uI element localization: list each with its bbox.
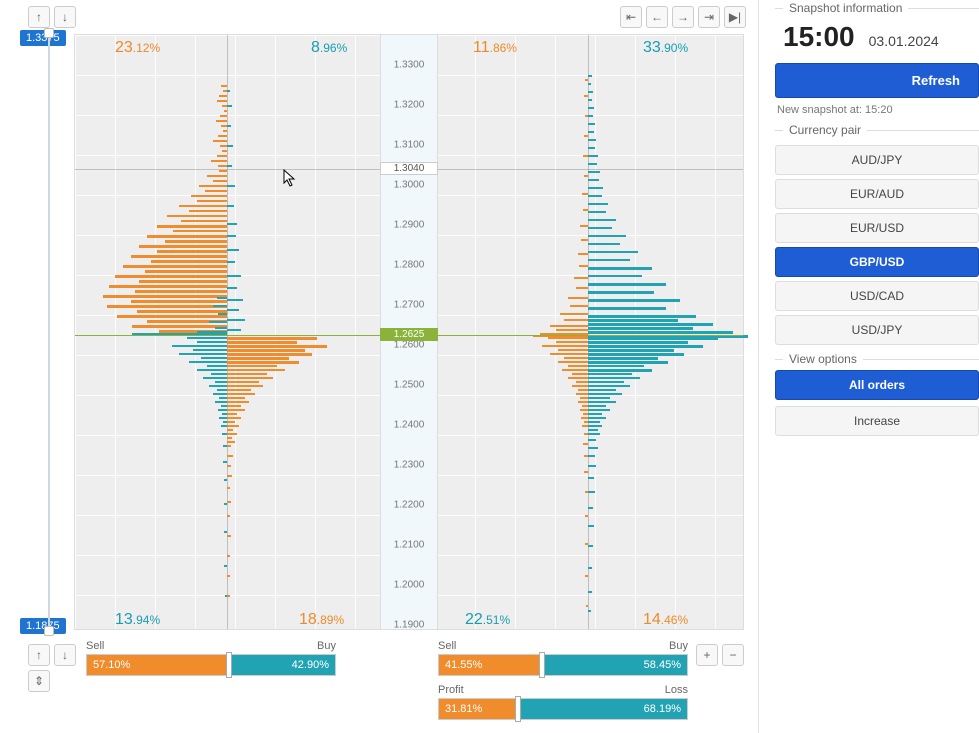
buy-seg-left: 42.90% (229, 655, 335, 675)
sellbuy-bar-left[interactable]: 57.10% 42.90% (86, 654, 336, 676)
left-top-sell-pct: 23.12% (115, 39, 160, 57)
pair-button-gbp-usd[interactable]: GBP/USD (775, 247, 979, 277)
right-top-buy-pct: 33.90% (643, 39, 688, 57)
arrow-down-icon: ↓ (62, 10, 68, 24)
nav-prev-button[interactable]: ← (646, 6, 668, 28)
next-snapshot-label: New snapshot at: 15:20 (775, 104, 979, 116)
add-bar-button[interactable]: + (696, 644, 718, 666)
drag-icon: ⇕ (34, 674, 44, 688)
right-bot-sell-pct: 14.46% (643, 611, 688, 629)
nav-down-button[interactable]: ↓ (54, 6, 76, 28)
price-tick: 1.2300 (381, 460, 437, 471)
pair-button-eur-aud[interactable]: EUR/AUD (775, 179, 979, 209)
depth-histogram-right (438, 35, 743, 629)
plus-icon: + (703, 648, 710, 662)
horizontal-nav: ⇤ ← → ⇥ ▶| (620, 6, 746, 28)
arrow-right-icon: → (677, 10, 689, 24)
bot-down-button[interactable]: ↓ (54, 644, 76, 666)
price-tick: 1.2500 (381, 380, 437, 391)
price-tick: 1.3300 (381, 60, 437, 71)
nav-first-button[interactable]: ⇤ (620, 6, 642, 28)
pair-button-eur-usd[interactable]: EUR/USD (775, 213, 979, 243)
right-bot-buy-pct: 22.51% (465, 611, 510, 629)
pairs-legend: Currency pair (783, 123, 867, 137)
sellbuy-label-left: SellBuy (86, 640, 336, 652)
arrow-left-icon: ← (651, 10, 663, 24)
pair-button-aud-jpy[interactable]: AUD/JPY (775, 145, 979, 175)
bot-drag-button[interactable]: ⇕ (28, 670, 50, 692)
live-price-badge: 1.2625 (380, 328, 438, 341)
sellbuy-bar-right[interactable]: 41.55% 58.45% (438, 654, 688, 676)
nav-next-button[interactable]: → (672, 6, 694, 28)
price-tick: 1.2800 (381, 260, 437, 271)
snapshot-date: 03.01.2024 (869, 33, 939, 49)
first-icon: ⇤ (626, 10, 636, 24)
price-tick: 1.2000 (381, 580, 437, 591)
price-tick: 1.2200 (381, 500, 437, 511)
snapshot-time: 15:00 (783, 21, 855, 53)
bot-up-button[interactable]: ↑ (28, 644, 50, 666)
y-max-badge: 1.3375 (20, 30, 66, 46)
snapshot-legend: Snapshot information (783, 1, 908, 15)
price-tick: 1.3100 (381, 140, 437, 151)
y-min-badge: 1.1875 (20, 618, 66, 634)
order-book-chart[interactable]: 1.3300 1.3200 1.3100 1.3000 1.2900 1.2800 1.27… (74, 34, 744, 630)
y-range-bot-handle[interactable] (44, 626, 54, 636)
sell-seg-right: 41.55% (439, 655, 542, 675)
price-tick: 1.2900 (381, 220, 437, 231)
left-top-buy-pct: 8.96% (311, 39, 347, 57)
snapshot-section: Snapshot information 15:00 03.01.2024 Re… (775, 8, 979, 124)
nav-up-button[interactable]: ↑ (28, 6, 50, 28)
loss-seg: 68.19% (518, 699, 687, 719)
arrow-down-icon: ↓ (62, 648, 68, 662)
view-options-section: View options All orders Increase (775, 359, 979, 444)
vertical-nav: ↑ ↓ (28, 6, 76, 28)
minus-icon: − (729, 648, 736, 662)
bar-handle[interactable] (226, 652, 232, 678)
pair-button-usd-jpy[interactable]: USD/JPY (775, 315, 979, 345)
sellbuy-label-right: SellBuy (438, 640, 688, 652)
y-range-slider[interactable] (48, 32, 50, 632)
depth-histogram-left (75, 35, 380, 629)
chart-panel: ↑ ↓ ⇤ ← → ⇥ ▶| 1.3375 1.1875 1.3300 1.320… (0, 0, 758, 733)
currency-pair-section: Currency pair AUD/JPYEUR/AUDEUR/USDGBP/U… (775, 130, 979, 353)
remove-bar-button[interactable]: − (722, 644, 744, 666)
price-tick: 1.2600 (381, 340, 437, 351)
right-top-sell-pct: 11.86% (473, 39, 517, 57)
bar-handle[interactable] (515, 696, 521, 722)
buy-seg-right: 58.45% (542, 655, 687, 675)
all-orders-button[interactable]: All orders (775, 370, 979, 400)
end-icon: ▶| (729, 10, 741, 24)
last-icon: ⇥ (704, 10, 714, 24)
price-tick: 1.2100 (381, 540, 437, 551)
side-panel: Snapshot information 15:00 03.01.2024 Re… (758, 0, 979, 733)
left-bot-buy-pct: 13.94% (115, 611, 160, 629)
price-tick: 1.2700 (381, 300, 437, 311)
price-tick: 1.1900 (381, 620, 437, 631)
view-legend: View options (783, 352, 863, 366)
profit-seg: 31.81% (439, 699, 518, 719)
y-range-top-handle[interactable] (44, 28, 54, 38)
arrow-up-icon: ↑ (36, 10, 42, 24)
pair-button-usd-cad[interactable]: USD/CAD (775, 281, 979, 311)
profitloss-bar[interactable]: 31.81% 68.19% (438, 698, 688, 720)
refresh-button[interactable]: Refresh (775, 63, 979, 98)
nav-end-button[interactable]: ▶| (724, 6, 746, 28)
sell-seg-left: 57.10% (87, 655, 229, 675)
profitloss-label: ProfitLoss (438, 684, 688, 696)
price-tick: 1.3000 (381, 180, 437, 191)
crosshair-price-badge: 1.3040 (380, 162, 438, 175)
arrow-up-icon: ↑ (36, 648, 42, 662)
increase-button[interactable]: Increase (775, 406, 979, 436)
nav-last-button[interactable]: ⇥ (698, 6, 720, 28)
price-tick: 1.3200 (381, 100, 437, 111)
left-bot-sell-pct: 18.89% (299, 611, 344, 629)
bar-handle[interactable] (539, 652, 545, 678)
price-tick: 1.2400 (381, 420, 437, 431)
cursor-icon (283, 169, 297, 190)
